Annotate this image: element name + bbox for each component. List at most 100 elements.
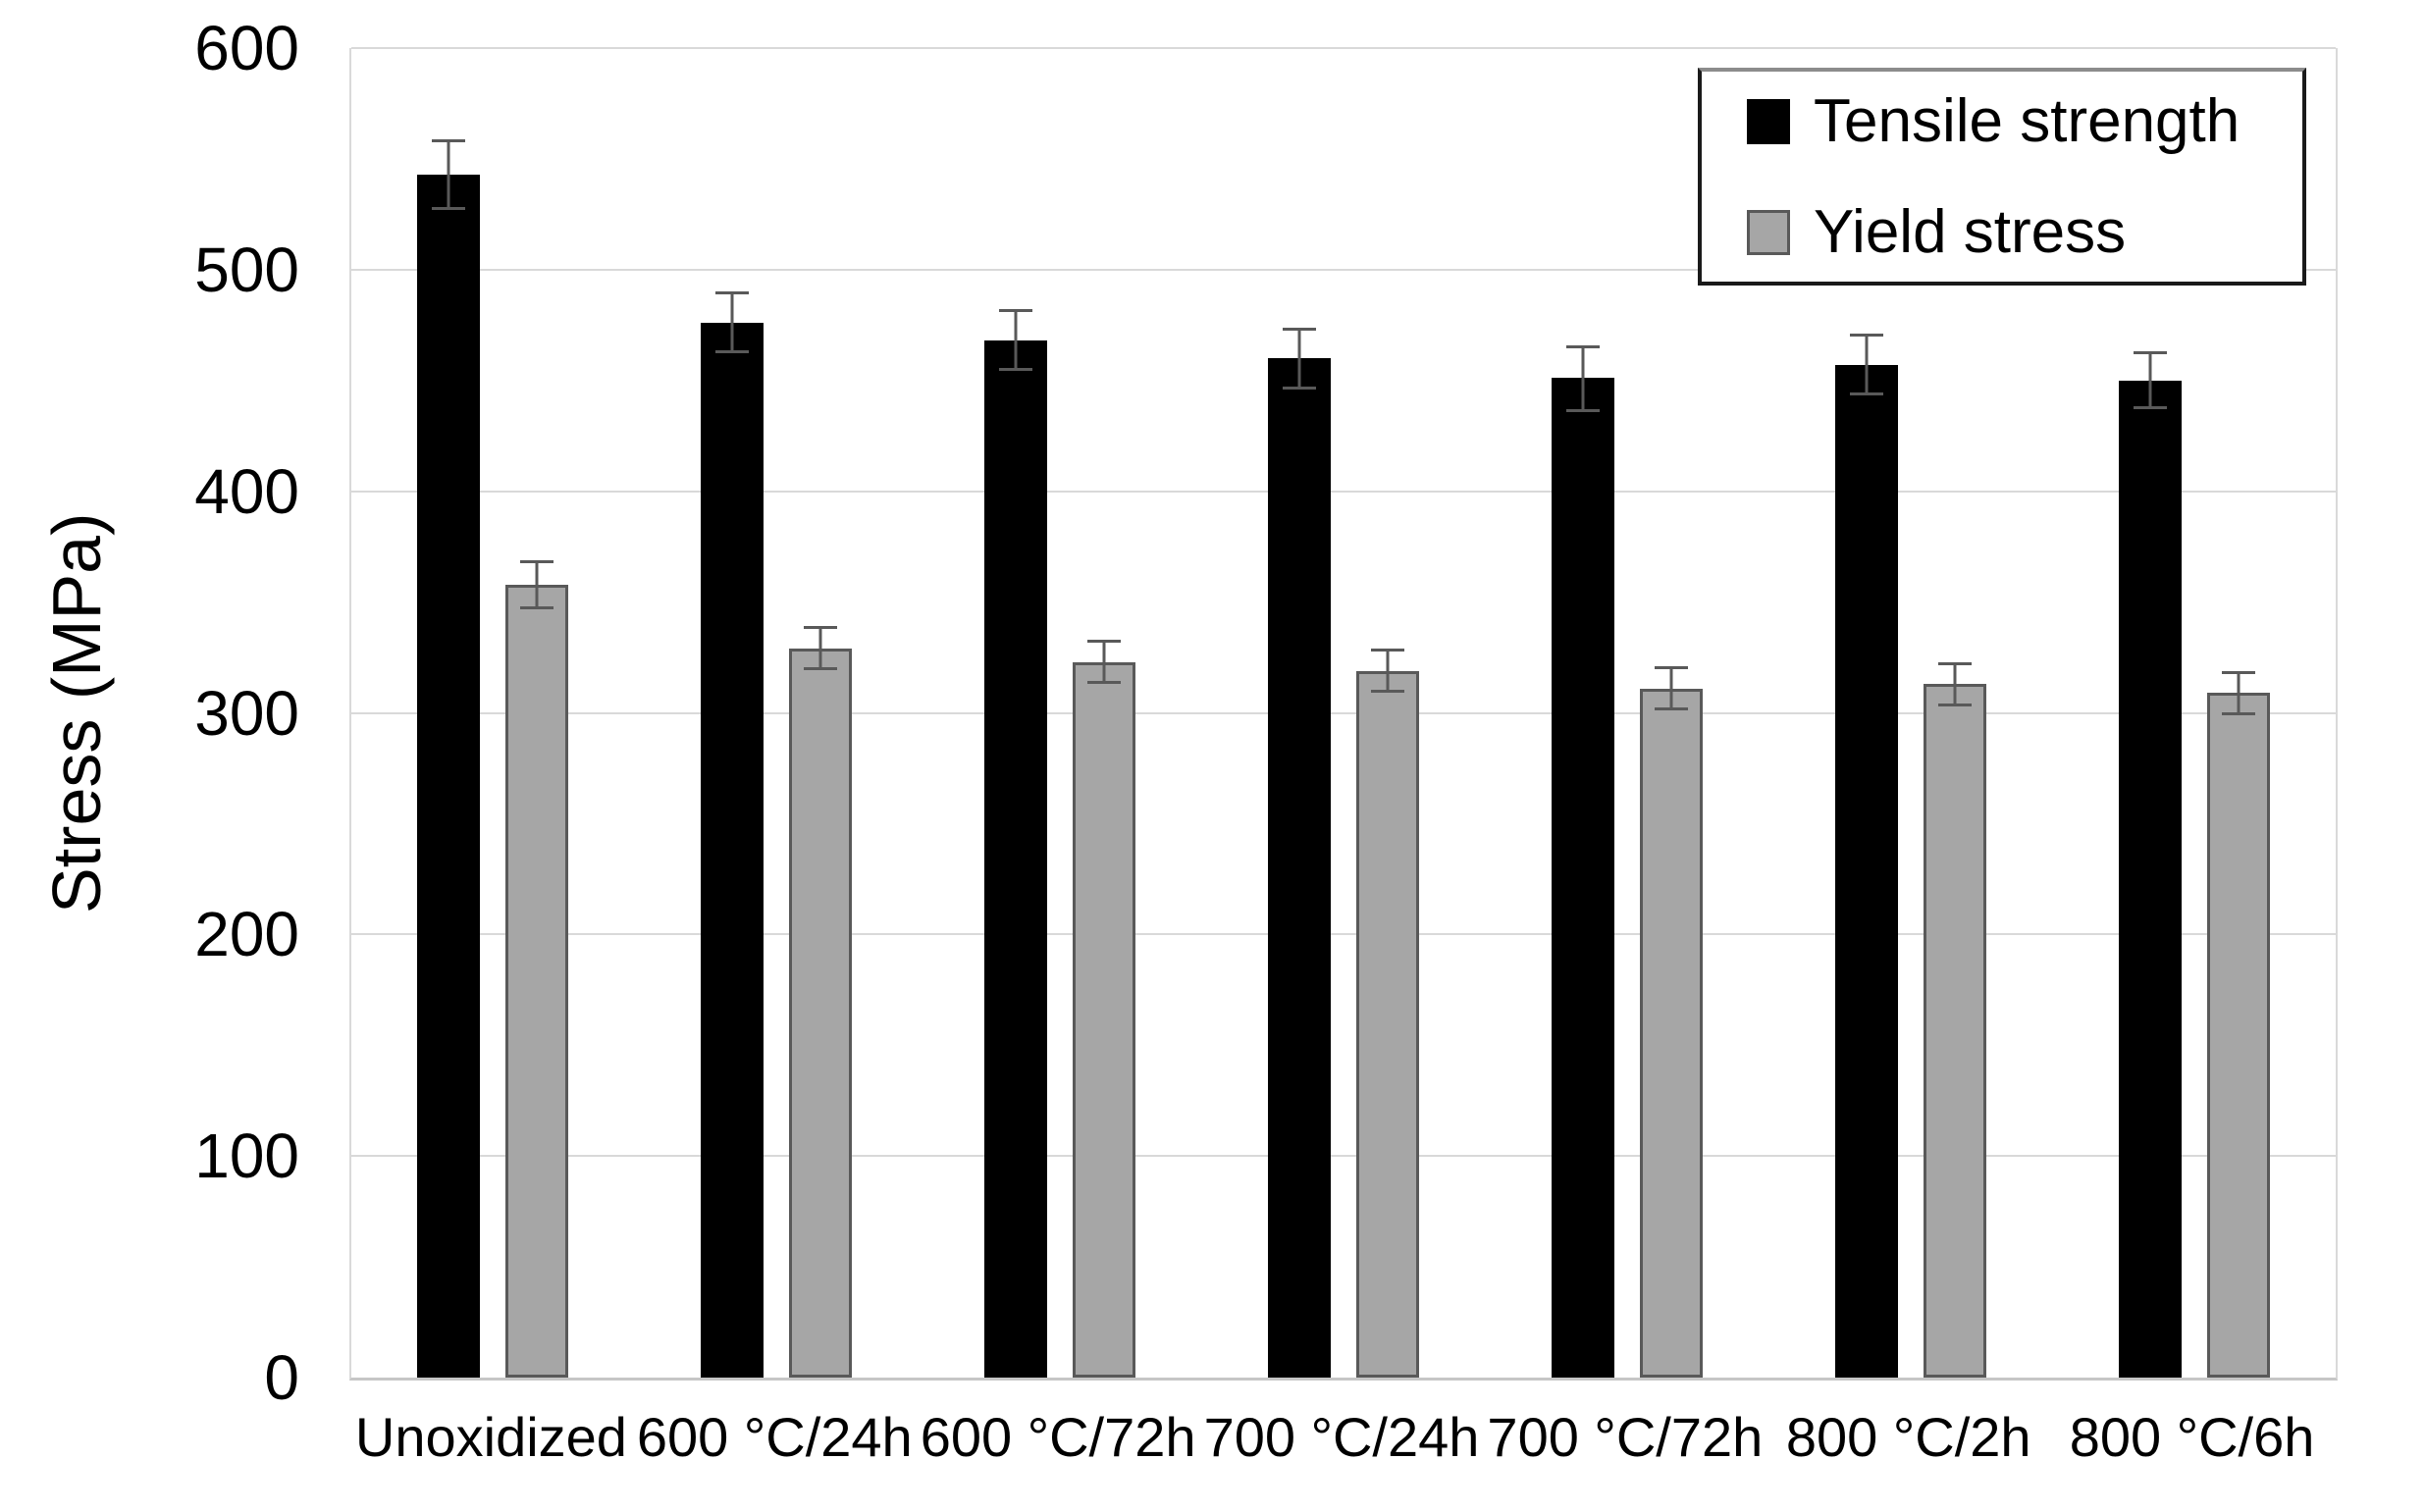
y-tick-label-400: 400 xyxy=(194,455,299,527)
error-bar-part xyxy=(715,291,750,294)
error-bar-part xyxy=(730,291,734,353)
x-tick-label-6: 800 °C/2h xyxy=(1785,1406,2031,1468)
y-tick-label-500: 500 xyxy=(194,234,299,305)
tensile-error-bar-7 xyxy=(2133,351,2167,409)
x-tick-label-2: 600 °C/24h xyxy=(636,1406,913,1468)
tensile-error-bar-5 xyxy=(1565,345,1600,412)
error-bar-part xyxy=(432,207,466,210)
error-bar-part xyxy=(1654,666,1688,669)
legend-entry-tensile: Tensile strength xyxy=(1747,86,2302,156)
error-bar-part xyxy=(999,309,1033,312)
yield-error-bar-7 xyxy=(2221,671,2255,715)
yield-bar-7 xyxy=(2206,693,2270,1378)
yield-error-bar-4 xyxy=(1371,649,1404,693)
error-bar-part xyxy=(1283,387,1316,390)
x-tick-label-5: 700 °C/72h xyxy=(1487,1406,1764,1468)
tensile-swatch-icon xyxy=(1747,98,1790,144)
yield-error-bar-5 xyxy=(1654,666,1688,710)
y-tick-label-0: 0 xyxy=(264,1342,299,1413)
error-bar-part xyxy=(804,667,838,670)
x-tick-label-1: Unoxidized xyxy=(354,1406,627,1468)
tensile-error-bar-4 xyxy=(1283,328,1316,390)
y-tick-label-300: 300 xyxy=(194,677,299,749)
error-bar-part xyxy=(2221,671,2255,674)
error-bar-part xyxy=(2221,712,2255,715)
tensile-bar-5 xyxy=(1551,378,1614,1378)
yield-bar-2 xyxy=(789,649,853,1378)
error-bar-part xyxy=(999,368,1033,371)
error-bar-part xyxy=(1386,649,1390,693)
error-bar-part xyxy=(1371,690,1404,693)
tensile-error-bar-6 xyxy=(1849,334,1883,395)
yield-bar-6 xyxy=(1923,684,1986,1378)
yield-swatch-icon xyxy=(1747,209,1790,255)
error-bar-part xyxy=(2133,406,2167,409)
yield-bar-3 xyxy=(1073,662,1136,1378)
tensile-bar-7 xyxy=(2118,381,2182,1378)
tensile-error-bar-1 xyxy=(432,139,466,210)
yield-bar-4 xyxy=(1356,671,1419,1378)
yield-bar-5 xyxy=(1639,689,1703,1378)
legend-label-yield: Yield stress xyxy=(1814,198,2127,266)
error-bar-part xyxy=(535,560,539,609)
tensile-bar-2 xyxy=(701,323,764,1378)
gridline-100 xyxy=(351,1155,2336,1158)
legend-label-tensile: Tensile strength xyxy=(1814,87,2240,155)
error-bar-part xyxy=(520,606,554,609)
error-bar-part xyxy=(1849,392,1883,395)
x-tick-label-7: 800 °C/6h xyxy=(2069,1406,2315,1468)
error-bar-part xyxy=(1937,662,1972,665)
error-bar-part xyxy=(1297,328,1301,390)
error-bar-part xyxy=(715,350,750,353)
plot-area xyxy=(349,47,2338,1381)
gridline-600 xyxy=(351,47,2336,49)
tensile-bar-3 xyxy=(984,340,1048,1378)
error-bar-part xyxy=(2237,671,2240,715)
x-tick-label-4: 700 °C/24h xyxy=(1203,1406,1480,1468)
gridline-400 xyxy=(351,490,2336,493)
error-bar-part xyxy=(1014,309,1018,371)
error-bar-part xyxy=(1371,649,1404,652)
y-tick-label-200: 200 xyxy=(194,899,299,970)
legend: Tensile strength Yield stress xyxy=(1698,68,2306,286)
tensile-bar-6 xyxy=(1834,365,1898,1378)
error-bar-part xyxy=(1865,334,1869,395)
error-bar-part xyxy=(1283,328,1316,331)
error-bar-part xyxy=(1087,640,1122,643)
x-tick-label-3: 600 °C/72h xyxy=(920,1406,1196,1468)
error-bar-part xyxy=(1565,409,1600,412)
error-bar-part xyxy=(520,560,554,563)
tensile-bar-4 xyxy=(1268,358,1331,1378)
tensile-bar-1 xyxy=(417,175,481,1378)
error-bar-part xyxy=(1102,640,1106,684)
error-bar-part xyxy=(2133,351,2167,354)
error-bar-part xyxy=(1937,704,1972,706)
error-bar-part xyxy=(1669,666,1673,710)
yield-error-bar-6 xyxy=(1937,662,1972,706)
gridline-300 xyxy=(351,711,2336,714)
error-bar-part xyxy=(2148,351,2152,409)
error-bar-part xyxy=(447,139,450,210)
gridline-500 xyxy=(351,268,2336,271)
yield-error-bar-2 xyxy=(804,626,838,670)
error-bar-part xyxy=(432,139,466,142)
error-bar-part xyxy=(1565,345,1600,348)
error-bar-part xyxy=(804,626,838,629)
yield-error-bar-3 xyxy=(1087,640,1122,684)
error-bar-part xyxy=(1849,334,1883,337)
error-bar-part xyxy=(1953,662,1957,706)
y-tick-label-600: 600 xyxy=(194,13,299,83)
error-bar-part xyxy=(1581,345,1585,412)
x-axis-labels: Unoxidized 600 °C/24h 600 °C/72h 700 °C/24h… xyxy=(349,1405,2334,1484)
yield-error-bar-1 xyxy=(520,560,554,609)
y-tick-label-100: 100 xyxy=(194,1121,299,1192)
error-bar-part xyxy=(818,626,822,670)
tensile-error-bar-2 xyxy=(715,291,750,353)
yield-bar-1 xyxy=(505,585,569,1378)
tensile-error-bar-3 xyxy=(999,309,1033,371)
error-bar-part xyxy=(1087,681,1122,684)
legend-entry-yield: Yield stress xyxy=(1747,197,2302,267)
gridline-200 xyxy=(351,933,2336,936)
error-bar-part xyxy=(1654,707,1688,710)
